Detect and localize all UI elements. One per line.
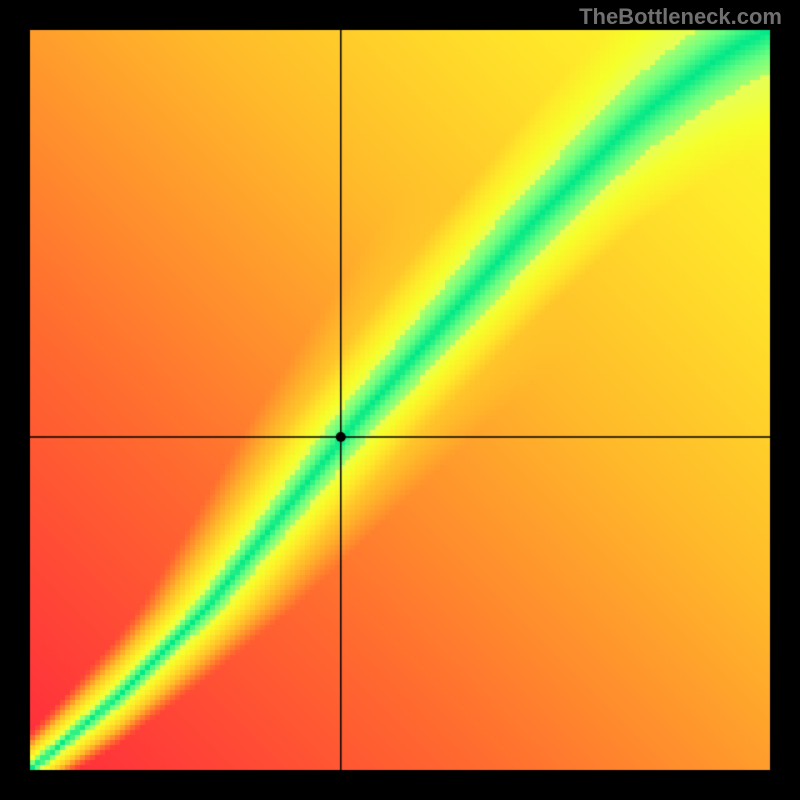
- chart-container: TheBottleneck.com: [0, 0, 800, 800]
- bottleneck-heatmap: [0, 0, 800, 800]
